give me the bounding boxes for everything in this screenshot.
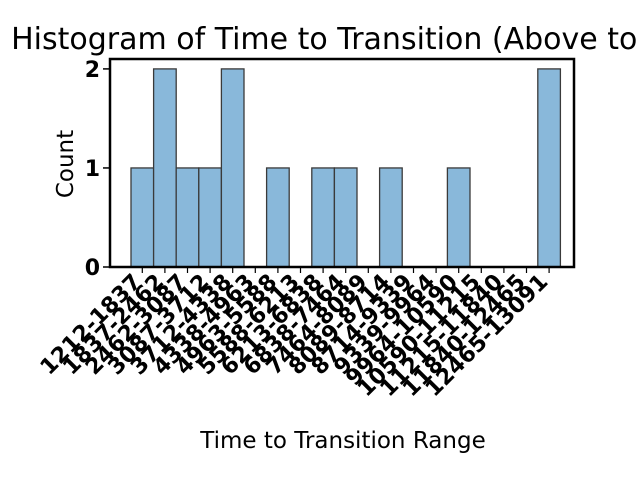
bar-6838-7464 (333, 167, 358, 268)
bar-4963-5588 (265, 167, 290, 268)
bar-9964-10590 (446, 167, 471, 268)
y-axis-ticks: 0 1 2 (85, 58, 110, 281)
bar-1212-1837 (130, 167, 155, 268)
y-axis-label: Count (53, 130, 79, 198)
y-tick-label: 1 (85, 157, 100, 182)
y-tick-label: 2 (85, 58, 100, 83)
bar-3087-3712 (198, 167, 223, 268)
bar-1837-2462 (152, 68, 177, 268)
y-tick-label: 0 (85, 256, 100, 281)
x-axis-label: Time to Transition Range (199, 428, 485, 454)
bar-12465-13091 (537, 68, 562, 268)
bar-2462-3087 (175, 167, 200, 268)
bar-8089-8714 (378, 167, 403, 268)
plot-frame (108, 57, 576, 269)
bar-3712-4338 (220, 68, 245, 268)
chart-title: Histogram of Time to Transition (Above t… (11, 22, 640, 57)
bars-group (130, 68, 562, 268)
bar-6213-6838 (311, 167, 336, 268)
